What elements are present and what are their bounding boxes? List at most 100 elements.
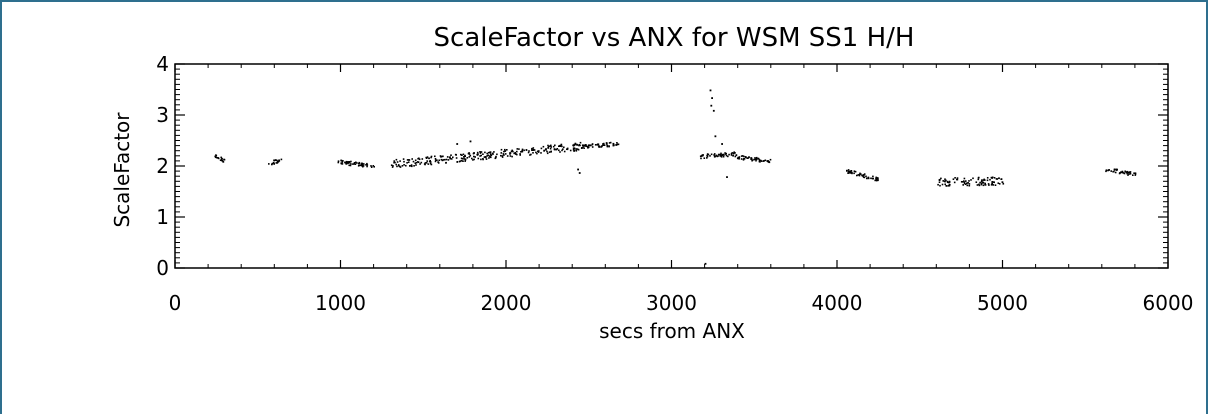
data-point	[764, 159, 767, 162]
data-point	[345, 162, 347, 164]
outlier-point	[456, 143, 459, 145]
data-point	[425, 156, 427, 159]
data-point	[709, 155, 711, 157]
data-point	[572, 147, 575, 149]
data-point	[461, 154, 463, 156]
data-point	[558, 145, 560, 147]
data-point	[515, 153, 517, 155]
data-point	[533, 149, 536, 151]
data-point	[1129, 173, 1132, 175]
data-point	[350, 163, 352, 165]
data-point	[466, 157, 469, 159]
data-point	[428, 157, 430, 160]
data-point	[871, 177, 874, 180]
data-point	[537, 150, 539, 153]
data-point	[846, 169, 848, 172]
data-point	[390, 164, 393, 166]
data-point	[713, 156, 716, 158]
data-point	[531, 149, 533, 151]
data-point	[446, 156, 449, 158]
data-point	[1002, 183, 1005, 185]
data-point	[961, 181, 964, 183]
data-point	[587, 146, 589, 149]
data-point	[970, 179, 972, 181]
data-point	[1122, 171, 1124, 174]
data-point	[276, 162, 279, 164]
outlier-point	[704, 262, 707, 265]
data-point	[948, 184, 951, 187]
data-point	[993, 177, 996, 179]
data-point	[445, 162, 447, 164]
data-point	[214, 155, 216, 158]
data-point	[407, 161, 410, 163]
data-point	[455, 157, 458, 159]
data-point	[980, 180, 983, 183]
data-point	[956, 178, 958, 181]
data-point	[482, 153, 484, 155]
data-point	[848, 170, 850, 173]
data-point	[747, 157, 750, 159]
data-point	[574, 143, 577, 145]
data-point	[549, 145, 551, 147]
data-point	[509, 155, 512, 157]
data-point	[529, 154, 531, 156]
data-point	[444, 158, 446, 161]
data-point	[755, 156, 758, 159]
data-point	[728, 153, 730, 156]
data-point	[977, 178, 980, 181]
data-point	[365, 164, 367, 166]
data-point	[1110, 170, 1112, 172]
data-point	[591, 143, 594, 146]
data-point	[355, 161, 357, 164]
data-point	[963, 181, 966, 183]
x-tick-label: 2000	[481, 291, 532, 315]
data-point	[597, 143, 600, 145]
data-point	[409, 165, 411, 167]
data-point	[399, 160, 401, 162]
data-point	[516, 148, 519, 150]
data-point	[413, 165, 415, 167]
data-point	[575, 148, 577, 150]
data-point	[406, 162, 408, 164]
data-point	[1121, 170, 1124, 173]
data-point	[480, 151, 483, 153]
data-point	[577, 148, 580, 151]
data-point	[975, 181, 978, 183]
data-point	[715, 154, 718, 157]
data-point	[1133, 172, 1135, 174]
data-point	[392, 165, 394, 167]
data-point	[454, 153, 457, 156]
data-point	[216, 157, 218, 159]
data-point	[1105, 169, 1108, 171]
data-point	[982, 181, 984, 184]
chart-title: ScaleFactor vs ANX for WSM SS1 H/H	[434, 23, 915, 53]
data-point	[997, 182, 1000, 184]
data-point	[769, 158, 772, 161]
data-point	[275, 162, 278, 164]
data-point	[513, 152, 515, 155]
data-point	[727, 155, 729, 158]
data-point	[964, 183, 967, 185]
data-point	[865, 175, 867, 178]
data-point	[450, 154, 452, 156]
data-point	[978, 183, 980, 186]
outlier-point	[710, 104, 713, 107]
data-point	[979, 181, 981, 184]
data-point	[523, 149, 525, 152]
data-point	[583, 144, 585, 147]
data-point	[563, 150, 566, 153]
data-point	[552, 145, 555, 148]
data-point	[349, 164, 352, 167]
data-point	[612, 142, 615, 145]
data-point	[366, 164, 369, 166]
data-point	[273, 162, 275, 165]
data-point	[503, 150, 505, 153]
data-point	[872, 175, 874, 178]
data-point	[591, 146, 594, 148]
data-point	[460, 157, 463, 160]
data-point	[758, 159, 761, 161]
outlier-point	[577, 168, 579, 171]
data-point	[847, 172, 850, 174]
data-point	[434, 160, 437, 163]
data-point	[509, 152, 511, 154]
